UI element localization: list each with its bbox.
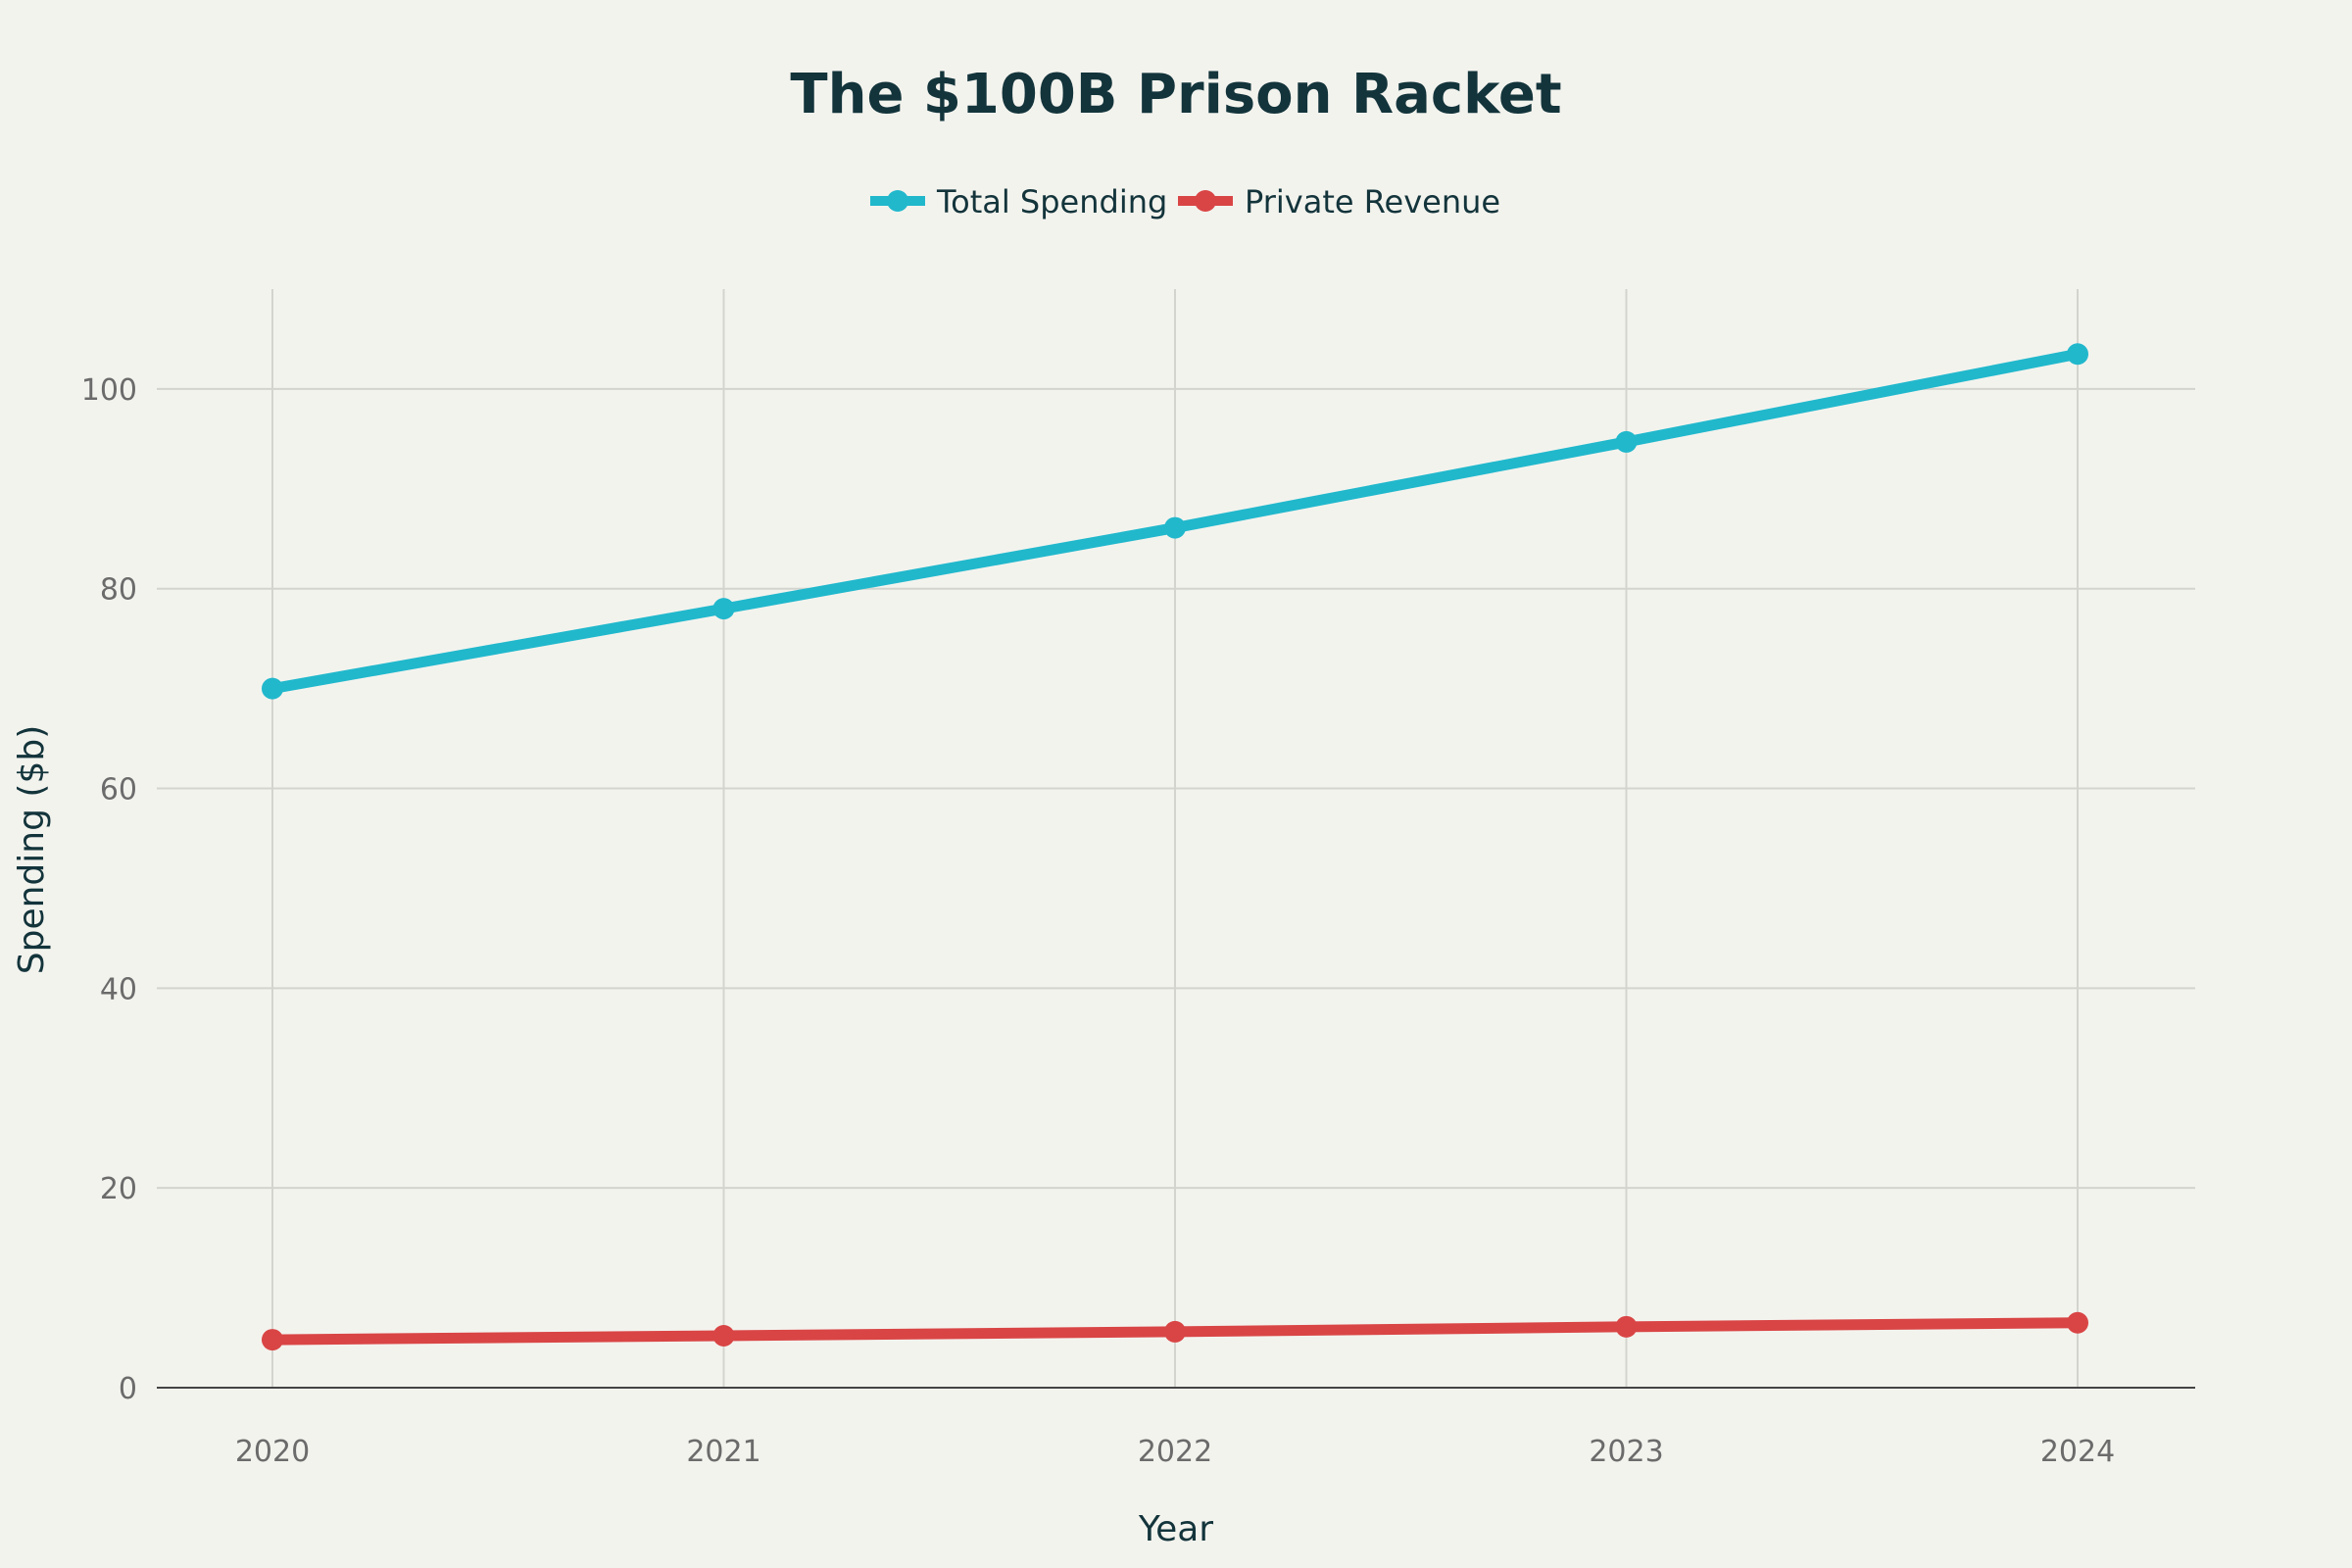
axes: 0 20 40 60 80 100 2020 2021 2022 2023 2024 xyxy=(81,373,2195,1469)
data-point-private-revenue-2020[interactable] xyxy=(262,1329,283,1351)
data-point-total-spending-2024[interactable] xyxy=(2067,343,2088,366)
series-total-spending xyxy=(262,343,2088,700)
x-tick-label-2022: 2022 xyxy=(1138,1435,1212,1469)
x-tick-label-2021: 2021 xyxy=(686,1435,760,1469)
series-private-revenue xyxy=(262,1311,2088,1351)
y-tick-label-80: 80 xyxy=(100,573,137,608)
chart-title: The $100B Prison Racket xyxy=(790,63,1561,126)
legend-marker-total-spending xyxy=(887,190,908,212)
series-layer xyxy=(262,343,2088,1351)
y-tick-label-60: 60 xyxy=(100,773,137,808)
data-point-total-spending-2023[interactable] xyxy=(1615,430,1638,453)
legend: Total Spending Private Revenue xyxy=(870,183,1500,220)
y-tick-label-20: 20 xyxy=(100,1172,137,1206)
y-tick-label-0: 0 xyxy=(119,1372,137,1406)
data-point-total-spending-2021[interactable] xyxy=(712,598,735,620)
data-point-private-revenue-2024[interactable] xyxy=(2067,1311,2088,1334)
legend-item-total-spending[interactable]: Total Spending xyxy=(870,183,1167,220)
legend-item-private-revenue[interactable]: Private Revenue xyxy=(1178,183,1500,220)
data-point-total-spending-2020[interactable] xyxy=(262,677,283,700)
data-point-private-revenue-2023[interactable] xyxy=(1615,1315,1638,1338)
legend-label-private-revenue: Private Revenue xyxy=(1245,183,1500,220)
data-point-private-revenue-2022[interactable] xyxy=(1164,1320,1186,1343)
y-tick-label-40: 40 xyxy=(100,972,137,1006)
y-axis-title: Spending ($b) xyxy=(12,725,52,974)
data-point-private-revenue-2021[interactable] xyxy=(712,1325,735,1348)
grid xyxy=(157,289,2195,1388)
data-point-total-spending-2022[interactable] xyxy=(1164,516,1186,539)
x-tick-label-2023: 2023 xyxy=(1589,1435,1663,1469)
y-tick-label-100: 100 xyxy=(81,373,137,408)
legend-marker-private-revenue xyxy=(1195,190,1216,212)
x-tick-label-2024: 2024 xyxy=(2040,1435,2115,1469)
legend-label-total-spending: Total Spending xyxy=(936,183,1167,220)
x-tick-label-2020: 2020 xyxy=(235,1435,310,1469)
x-axis-title: Year xyxy=(1138,1509,1213,1549)
